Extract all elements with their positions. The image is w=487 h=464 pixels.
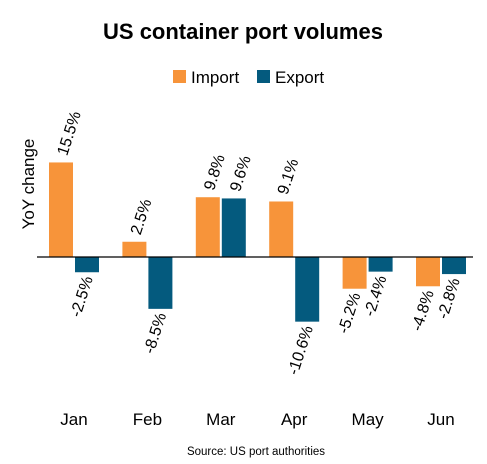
source-note: Source: US port authorities	[187, 446, 325, 458]
data-label-import-jun: -4.8%	[409, 288, 438, 333]
bar-export-feb	[148, 257, 173, 309]
data-label-export-mar: 9.6%	[227, 154, 254, 194]
legend-swatch-import	[173, 70, 186, 83]
data-label-export-jan: -2.5%	[68, 274, 97, 319]
legend-label-export: Export	[275, 68, 324, 87]
x-tick-jan: Jan	[60, 410, 87, 429]
data-label-export-feb: -8.5%	[141, 311, 170, 356]
bar-import-mar	[195, 197, 220, 257]
data-labels: 15.5% -2.5% 2.5% -8.5% 9.8%9.6% 9.1% -10.6% -5.…	[55, 109, 464, 377]
bar-export-may	[368, 257, 393, 272]
bar-export-jun	[442, 257, 466, 275]
bar-import-may	[342, 257, 367, 289]
x-tick-mar: Mar	[206, 410, 236, 429]
data-label-import-apr: 9.1%	[275, 157, 302, 197]
data-label-import-may: -5.2%	[335, 291, 364, 336]
chart-title: US container port volumes	[103, 19, 383, 44]
bar-import-jun	[416, 257, 440, 287]
legend: Import Export	[173, 68, 324, 87]
legend-label-import: Import	[191, 68, 239, 87]
legend-swatch-export	[257, 70, 270, 83]
y-axis-label: YoY change	[19, 139, 38, 230]
data-label-import-feb: 2.5%	[128, 197, 155, 237]
x-tick-may: May	[352, 410, 385, 429]
bar-export-jan	[75, 257, 99, 273]
x-tick-jun: Jun	[427, 410, 454, 429]
data-label-import-mar: 9.8%	[201, 153, 228, 193]
x-tick-feb: Feb	[133, 410, 162, 429]
x-tick-apr: Apr	[281, 410, 308, 429]
bars	[49, 162, 466, 322]
bar-import-apr	[269, 201, 294, 257]
bar-export-mar	[221, 198, 246, 257]
data-label-import-jan: 15.5%	[55, 109, 85, 157]
bar-import-feb	[122, 241, 147, 257]
x-tick-labels: Jan Feb Mar Apr May Jun	[60, 410, 454, 429]
bar-import-jan	[49, 162, 73, 257]
bar-export-apr	[295, 257, 320, 322]
data-label-export-apr: -10.6%	[285, 324, 317, 377]
